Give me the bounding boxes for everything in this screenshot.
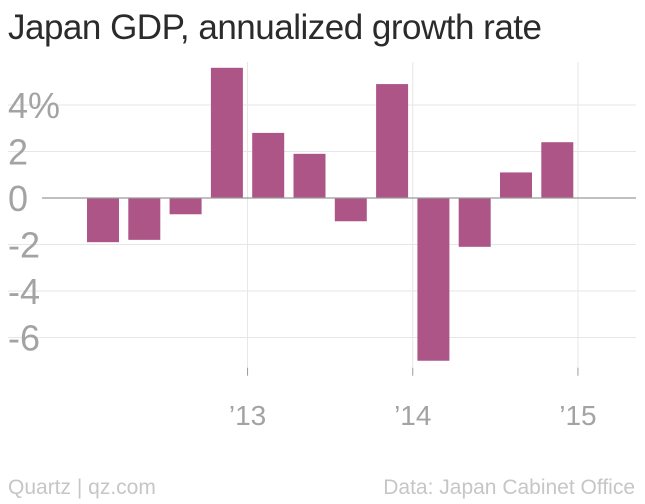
- bar: [541, 142, 574, 198]
- bar: [87, 198, 119, 243]
- bar: [458, 198, 491, 247]
- bars: [87, 67, 574, 361]
- grid-lines: [8, 62, 636, 368]
- y-tick-label: -6: [8, 318, 40, 359]
- bar: [376, 84, 409, 198]
- bar: [210, 67, 243, 198]
- y-tick-label: -4: [8, 271, 40, 312]
- y-tick-labels: -6 -4 -2 0 2 4%: [8, 85, 60, 359]
- y-tick-label: 2: [8, 132, 28, 173]
- source-text: Data: Japan Cabinet Office: [383, 476, 635, 499]
- x-tick-label: ’14: [394, 400, 431, 431]
- bar: [417, 198, 450, 361]
- bar: [334, 198, 367, 222]
- x-tick-label: ’13: [229, 400, 266, 431]
- chart-title: Japan GDP, annualized growth rate: [8, 8, 542, 47]
- bar: [169, 198, 202, 215]
- bar: [128, 198, 161, 240]
- x-tick-labels: ’13 ’14 ’15: [229, 400, 597, 431]
- y-tick-label: 0: [8, 178, 28, 219]
- y-tick-label: -2: [8, 225, 40, 266]
- axes: [42, 197, 636, 376]
- y-tick-label: 4%: [8, 85, 60, 126]
- x-tick-label: ’15: [559, 400, 596, 431]
- bar: [500, 172, 532, 198]
- bar: [293, 153, 326, 198]
- credit-text: Quartz | qz.com: [8, 476, 156, 499]
- bar: [252, 132, 285, 198]
